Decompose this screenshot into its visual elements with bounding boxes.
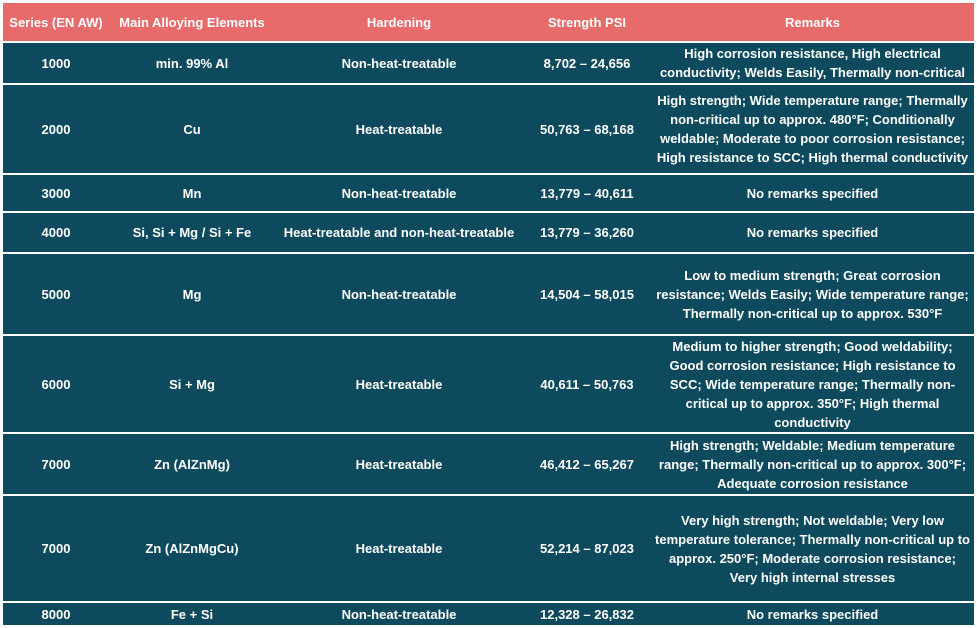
cell-hardening: Non-heat-treatable xyxy=(275,603,523,625)
cell-series: 1000 xyxy=(3,43,109,85)
cell-remarks: No remarks specified xyxy=(651,175,974,213)
cell-remarks: High strength; Wide temperature range; T… xyxy=(651,85,974,175)
cell-series: 4000 xyxy=(3,213,109,254)
cell-hardening: Heat-treatable xyxy=(275,434,523,496)
table-row: 8000 Fe + Si Non-heat-treatable 12,328 –… xyxy=(3,603,974,625)
cell-remarks: High strength; Weldable; Medium temperat… xyxy=(651,434,974,496)
cell-strength: 8,702 – 24,656 xyxy=(523,43,651,85)
cell-series: 7000 xyxy=(3,496,109,603)
cell-elements: Zn (AlZnMg) xyxy=(109,434,275,496)
cell-strength: 50,763 – 68,168 xyxy=(523,85,651,175)
cell-hardening: Heat-treatable xyxy=(275,496,523,603)
cell-remarks: Medium to higher strength; Good weldabil… xyxy=(651,336,974,434)
cell-hardening: Heat-treatable xyxy=(275,85,523,175)
cell-hardening: Non-heat-treatable xyxy=(275,43,523,85)
cell-series: 2000 xyxy=(3,85,109,175)
table-row: 2000 Cu Heat-treatable 50,763 – 68,168 H… xyxy=(3,85,974,175)
aluminum-series-table: Series (EN AW) Main Alloying Elements Ha… xyxy=(3,3,974,625)
cell-strength: 40,611 – 50,763 xyxy=(523,336,651,434)
cell-remarks: Low to medium strength; Great corrosion … xyxy=(651,254,974,336)
header-hardening: Hardening xyxy=(275,3,523,43)
cell-strength: 46,412 – 65,267 xyxy=(523,434,651,496)
header-series: Series (EN AW) xyxy=(3,3,109,43)
cell-remarks: High corrosion resistance, High electric… xyxy=(651,43,974,85)
cell-strength: 13,779 – 40,611 xyxy=(523,175,651,213)
table-row: 3000 Mn Non-heat-treatable 13,779 – 40,6… xyxy=(3,175,974,213)
cell-remarks: No remarks specified xyxy=(651,603,974,625)
cell-strength: 13,779 – 36,260 xyxy=(523,213,651,254)
cell-hardening: Non-heat-treatable xyxy=(275,254,523,336)
table-row: 6000 Si + Mg Heat-treatable 40,611 – 50,… xyxy=(3,336,974,434)
header-main-alloying-elements: Main Alloying Elements xyxy=(109,3,275,43)
cell-series: 6000 xyxy=(3,336,109,434)
cell-elements: Fe + Si xyxy=(109,603,275,625)
cell-elements: Mn xyxy=(109,175,275,213)
cell-strength: 52,214 – 87,023 xyxy=(523,496,651,603)
cell-strength: 12,328 – 26,832 xyxy=(523,603,651,625)
cell-series: 3000 xyxy=(3,175,109,213)
cell-series: 5000 xyxy=(3,254,109,336)
table-header: Series (EN AW) Main Alloying Elements Ha… xyxy=(3,3,974,43)
cell-elements: Mg xyxy=(109,254,275,336)
table-row: 7000 Zn (AlZnMgCu) Heat-treatable 52,214… xyxy=(3,496,974,603)
cell-series: 8000 xyxy=(3,603,109,625)
table-row: 5000 Mg Non-heat-treatable 14,504 – 58,0… xyxy=(3,254,974,336)
cell-hardening: Non-heat-treatable xyxy=(275,175,523,213)
cell-strength: 14,504 – 58,015 xyxy=(523,254,651,336)
table-row: 4000 Si, Si + Mg / Si + Fe Heat-treatabl… xyxy=(3,213,974,254)
header-row: Series (EN AW) Main Alloying Elements Ha… xyxy=(3,3,974,43)
cell-series: 7000 xyxy=(3,434,109,496)
header-strength-psi: Strength PSI xyxy=(523,3,651,43)
table-row: 7000 Zn (AlZnMg) Heat-treatable 46,412 –… xyxy=(3,434,974,496)
cell-elements: Si, Si + Mg / Si + Fe xyxy=(109,213,275,254)
table-row: 1000 min. 99% Al Non-heat-treatable 8,70… xyxy=(3,43,974,85)
cell-elements: Zn (AlZnMgCu) xyxy=(109,496,275,603)
cell-hardening: Heat-treatable xyxy=(275,336,523,434)
cell-remarks: No remarks specified xyxy=(651,213,974,254)
header-remarks: Remarks xyxy=(651,3,974,43)
cell-elements: Si + Mg xyxy=(109,336,275,434)
cell-elements: min. 99% Al xyxy=(109,43,275,85)
cell-remarks: Very high strength; Not weldable; Very l… xyxy=(651,496,974,603)
cell-elements: Cu xyxy=(109,85,275,175)
table-body: 1000 min. 99% Al Non-heat-treatable 8,70… xyxy=(3,43,974,625)
cell-hardening: Heat-treatable and non-heat-treatable xyxy=(275,213,523,254)
